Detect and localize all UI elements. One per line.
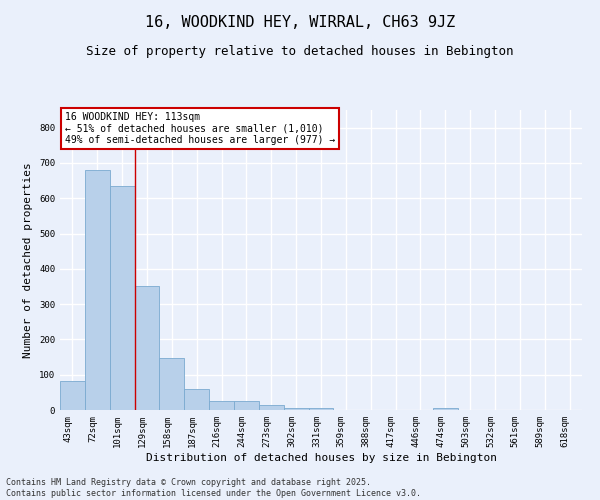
Text: Size of property relative to detached houses in Bebington: Size of property relative to detached ho…: [86, 45, 514, 58]
Bar: [134, 286, 160, 410]
Bar: [234, 401, 259, 410]
Bar: [433, 408, 458, 410]
Bar: [160, 358, 184, 410]
Bar: [85, 170, 110, 410]
Bar: [110, 186, 134, 410]
Text: 16, WOODKIND HEY, WIRRAL, CH63 9JZ: 16, WOODKIND HEY, WIRRAL, CH63 9JZ: [145, 15, 455, 30]
Bar: [259, 404, 284, 410]
Y-axis label: Number of detached properties: Number of detached properties: [23, 162, 34, 358]
Bar: [308, 408, 334, 410]
Bar: [284, 408, 308, 410]
Text: 16 WOODKIND HEY: 113sqm
← 51% of detached houses are smaller (1,010)
49% of semi: 16 WOODKIND HEY: 113sqm ← 51% of detache…: [65, 112, 335, 144]
Bar: [184, 389, 209, 410]
Text: Contains HM Land Registry data © Crown copyright and database right 2025.
Contai: Contains HM Land Registry data © Crown c…: [6, 478, 421, 498]
Bar: [209, 401, 234, 410]
X-axis label: Distribution of detached houses by size in Bebington: Distribution of detached houses by size …: [146, 452, 497, 462]
Bar: [60, 380, 85, 410]
